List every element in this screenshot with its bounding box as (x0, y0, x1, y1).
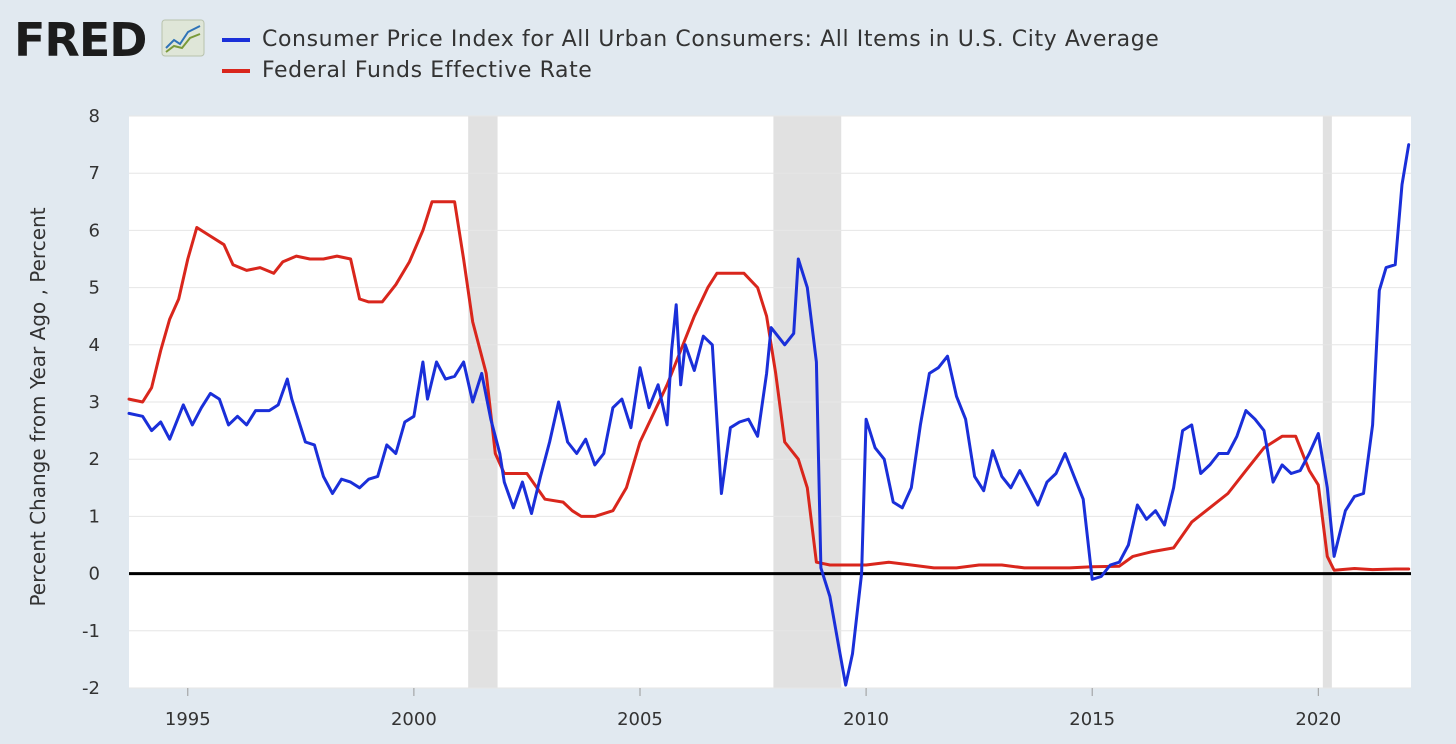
x-tick-label: 2010 (843, 709, 889, 730)
x-tick-label: 2015 (1069, 709, 1115, 730)
y-tick-label: 1 (89, 506, 100, 527)
cpi-series-line (127, 143, 1411, 687)
y-tick-label: 6 (89, 220, 100, 241)
series-lines (127, 143, 1411, 687)
fred-logo: FRED (14, 13, 214, 70)
y-tick-label: 8 (89, 106, 100, 127)
y-tick-label: 0 (89, 564, 100, 585)
x-tick-label: 1995 (165, 709, 211, 730)
y-tick-label: 5 (89, 278, 100, 299)
legend-label-fedfunds: Federal Funds Effective Rate (262, 58, 593, 83)
y-tick-label: 7 (89, 163, 100, 184)
fred-logo-mark: FRED (14, 13, 205, 67)
x-tick-label: 2020 (1295, 709, 1341, 730)
x-tick-label: 2000 (391, 709, 437, 730)
y-tick-label: -2 (82, 678, 100, 699)
fred-logo-text: FRED (14, 18, 146, 66)
chart-legend: Consumer Price Index for All Urban Consu… (222, 24, 1159, 86)
legend-item-cpi[interactable]: Consumer Price Index for All Urban Consu… (222, 24, 1159, 55)
y-axis-title: Percent Change from Year Ago , Percent (26, 207, 50, 606)
x-axis-ticks: 1995 2000 2005 2010 2015 2020 (165, 688, 1341, 730)
y-tick-label: 4 (89, 335, 100, 356)
legend-label-cpi: Consumer Price Index for All Urban Consu… (262, 27, 1160, 52)
legend-item-fedfunds[interactable]: Federal Funds Effective Rate (222, 55, 1159, 86)
y-tick-label: -1 (82, 621, 100, 642)
fedfunds-series-line (127, 200, 1411, 572)
y-tick-label: 3 (89, 392, 100, 413)
x-tick-label: 2005 (617, 709, 663, 730)
legend-swatch-cpi (222, 37, 250, 42)
legend-swatch-fedfunds (222, 68, 250, 73)
y-axis-ticks: -2 -1 0 1 2 3 4 5 6 7 8 (82, 106, 100, 699)
y-tick-label: 2 (89, 449, 100, 470)
